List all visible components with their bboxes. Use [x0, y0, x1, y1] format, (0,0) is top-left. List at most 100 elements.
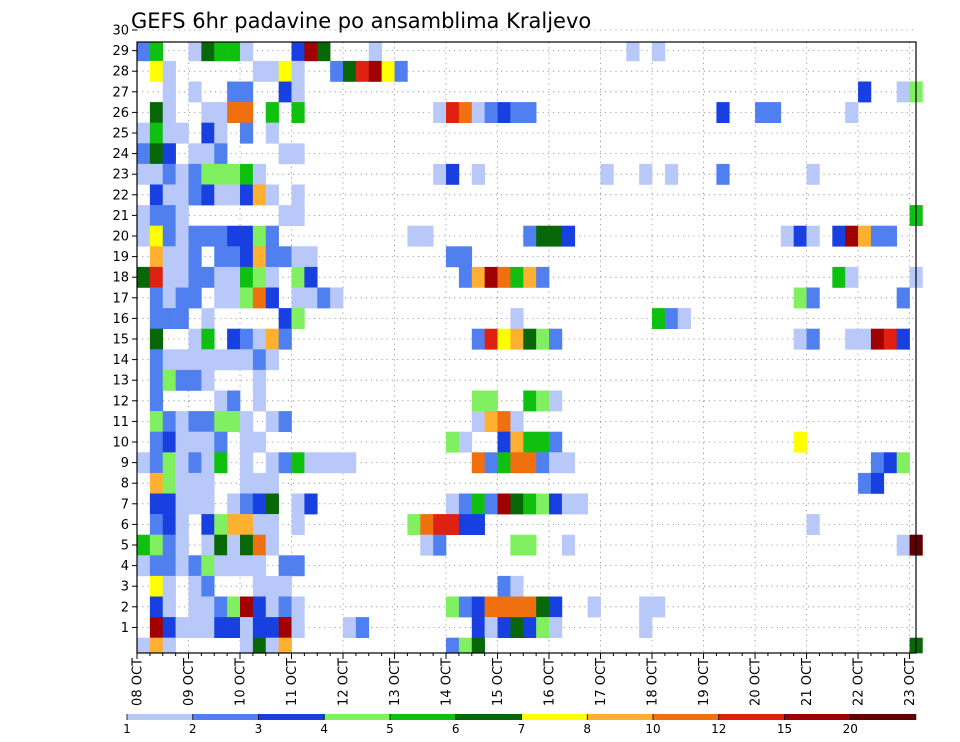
heatmap-cell	[149, 246, 164, 268]
heatmap-cell	[278, 575, 292, 597]
heatmap-cell	[252, 328, 267, 350]
y-axis: 1234567891011121314151617181920212223242…	[112, 24, 137, 636]
y-tick-label: 29	[112, 44, 129, 59]
heatmap-cell	[497, 266, 511, 288]
heatmap-cell	[149, 555, 164, 577]
heatmap-cell	[510, 534, 524, 556]
y-tick-label: 23	[112, 168, 129, 183]
heatmap-cell	[806, 225, 820, 247]
colorbar-label: 3	[255, 722, 263, 736]
heatmap-cell	[201, 143, 215, 165]
x-tick-label: 21 OCT	[800, 658, 815, 706]
y-tick-label: 2	[121, 600, 129, 615]
heatmap-cell	[188, 287, 202, 309]
heatmap-cell	[162, 266, 176, 288]
heatmap-cell	[240, 81, 254, 103]
heatmap-cell	[252, 472, 267, 494]
heatmap-cell	[497, 102, 511, 123]
heatmap-cell	[240, 163, 254, 185]
heatmap-cell	[137, 42, 151, 62]
heatmap-cell	[446, 493, 460, 515]
heatmap-cell	[201, 411, 215, 432]
heatmap-cell	[446, 637, 460, 654]
heatmap-cell	[149, 472, 164, 494]
heatmap-cell	[265, 102, 279, 123]
heatmap-cell	[214, 617, 228, 638]
heatmap-cell	[214, 452, 228, 474]
heatmap-cell	[523, 266, 537, 288]
heatmap-cell	[188, 411, 202, 432]
heatmap-cell	[883, 452, 897, 474]
heatmap-cell	[175, 266, 189, 288]
heatmap-cell	[175, 349, 189, 371]
heatmap-cell	[149, 514, 164, 535]
heatmap-cell	[175, 493, 189, 515]
heatmap-cell	[162, 349, 176, 371]
heatmap-cell	[484, 493, 498, 515]
heatmap-cell	[240, 102, 254, 123]
heatmap-cell	[652, 596, 666, 618]
heatmap-cell	[407, 514, 421, 535]
heatmap-cell	[240, 184, 254, 206]
heatmap-cell	[664, 308, 679, 329]
heatmap-cell	[304, 493, 318, 515]
heatmap-cell	[201, 431, 215, 453]
heatmap-cell	[291, 205, 305, 226]
y-tick-label: 13	[112, 374, 129, 389]
heatmap-cell	[162, 102, 176, 123]
heatmap-cell	[214, 390, 228, 412]
heatmap-cell	[291, 246, 305, 268]
x-tick-label: 18 OCT	[646, 658, 661, 706]
heatmap-cell	[149, 349, 164, 371]
heatmap-cell	[252, 493, 267, 515]
heatmap-cell	[188, 143, 202, 165]
heatmap-cell	[523, 493, 537, 515]
colorbar-swatch	[784, 714, 851, 720]
heatmap-cell	[484, 617, 498, 638]
x-tick-label: 11 OCT	[285, 658, 300, 706]
heatmap-cell	[175, 617, 189, 638]
heatmap-cell	[549, 617, 563, 638]
heatmap-cell	[137, 637, 151, 654]
heatmap-cell	[330, 287, 344, 309]
heatmap-cell	[214, 534, 228, 556]
heatmap-cell	[240, 287, 254, 309]
heatmap-cell	[149, 225, 164, 247]
heatmap-cell	[806, 514, 820, 535]
x-axis: 08 OCT 09 OCT 10 OCT 11 OCT 12 OCT 13 OCT 14 O…	[131, 653, 918, 706]
heatmap-cell	[523, 596, 537, 618]
heatmap-cell	[652, 308, 666, 329]
y-tick-label: 5	[121, 539, 129, 554]
y-tick-label: 3	[121, 580, 129, 595]
y-tick-label: 25	[112, 127, 129, 142]
heatmap-cell	[149, 102, 164, 123]
heatmap-cell	[149, 534, 164, 556]
heatmap-cell	[832, 225, 846, 247]
heatmap-cell	[484, 596, 498, 618]
heatmap-cell	[806, 287, 820, 309]
heatmap-cell	[227, 514, 241, 535]
colorbar-swatch	[587, 714, 654, 720]
heatmap-cell	[639, 596, 653, 618]
heatmap-cell	[149, 431, 164, 453]
heatmap-cell	[291, 514, 305, 535]
x-tick-label: 13 OCT	[388, 658, 403, 706]
colorbar-swatch	[192, 714, 259, 720]
heatmap-cell	[162, 514, 176, 535]
heatmap-cell	[214, 596, 228, 618]
y-tick-label: 10	[112, 436, 129, 451]
heatmap-cell	[265, 266, 279, 288]
heatmap-cell	[214, 102, 228, 123]
heatmap-cell	[458, 246, 473, 268]
heatmap-cell	[214, 246, 228, 268]
heatmap-cell	[240, 534, 254, 556]
colorbar-label: 12	[711, 722, 726, 736]
heatmap-cell	[162, 596, 176, 618]
heatmap-cell	[175, 514, 189, 535]
heatmap-cell	[201, 575, 215, 597]
heatmap-cell	[561, 493, 576, 515]
heatmap-cell	[149, 205, 164, 226]
heatmap-cell	[227, 81, 241, 103]
heatmap-cell	[484, 452, 498, 474]
